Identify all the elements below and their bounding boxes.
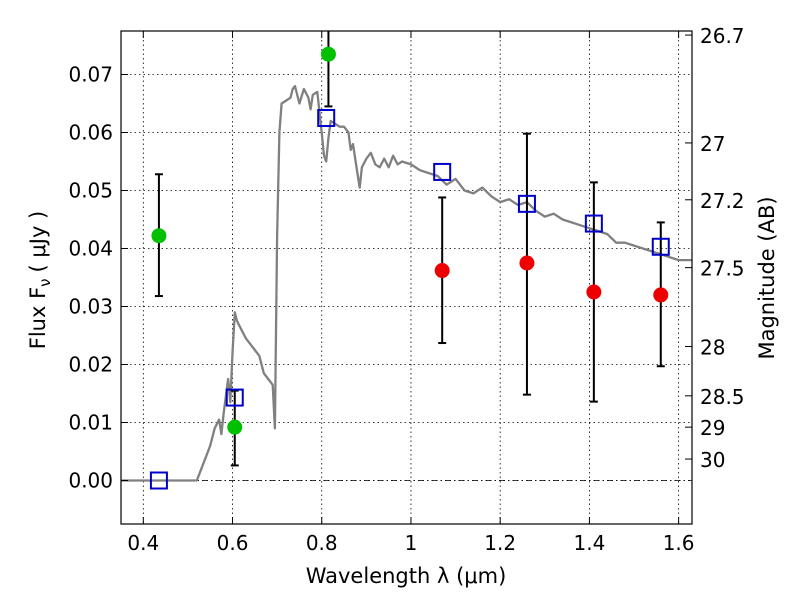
- y2-tick-label: 27.2: [700, 189, 745, 213]
- y-axis-label-main: Flux F: [26, 287, 50, 349]
- model-band-square: [517, 194, 536, 213]
- y-axis-label-subscript: ν: [36, 278, 54, 286]
- y2-tick-label: 27.5: [700, 257, 745, 281]
- observed-flux-point: [151, 228, 167, 244]
- plot-frame: [120, 30, 693, 525]
- y-tick-label: 0.03: [68, 295, 113, 319]
- x-tick-label: 0.8: [306, 531, 338, 555]
- model-band-square: [584, 214, 603, 233]
- y2-tick-label: 26.7: [700, 24, 745, 48]
- x-tick-label: 1.2: [484, 531, 516, 555]
- y-tick-label: 0.00: [68, 469, 113, 493]
- grid-lines: [121, 31, 692, 524]
- y2-tick-label: 30: [700, 448, 725, 472]
- model-band-square: [433, 162, 452, 181]
- y2-axis-label: Magnitude (AB): [755, 196, 779, 359]
- y-tick-label: 0.04: [68, 237, 113, 261]
- y-tick-label: 0.07: [68, 63, 113, 87]
- y-tick-label: 0.05: [68, 179, 113, 203]
- x-tick-label: 1.6: [663, 531, 695, 555]
- y2-tick-label: 27: [700, 132, 725, 156]
- model-band-square: [149, 471, 168, 490]
- y-tick-label: 0.01: [68, 411, 113, 435]
- y-axis-label-unit: ( μJy ): [26, 211, 50, 273]
- observed-flux-point: [227, 419, 243, 435]
- y-tick-label: 0.02: [68, 353, 113, 377]
- axis-ticks: 0.4 0.6 0.8 1 1.2 1.4 1.6 0.00 0.01 0.02 0.03 0.04 0…: [68, 24, 744, 555]
- x-tick-label: 1: [405, 531, 418, 555]
- observed-flux-point: [434, 263, 450, 279]
- observed-flux-point: [653, 287, 669, 303]
- model-band-square: [317, 109, 336, 127]
- model-band-square: [225, 388, 244, 407]
- y-tick-label: 0.06: [68, 121, 113, 145]
- y2-tick-label: 28.5: [700, 385, 745, 409]
- y2-tick-label: 28: [700, 336, 725, 360]
- model-band-square: [651, 237, 670, 256]
- data-series: [121, 31, 692, 490]
- x-tick-label: 1.4: [573, 531, 605, 555]
- y2-tick-label: 29: [700, 416, 725, 440]
- model-spectrum-line: [121, 84, 692, 482]
- x-axis-label: Wavelength λ (μm): [306, 564, 507, 588]
- observed-flux-point: [586, 284, 602, 300]
- x-tick-label: 0.4: [127, 531, 159, 555]
- observed-flux-point: [320, 46, 336, 62]
- x-tick-label: 0.6: [217, 531, 249, 555]
- y-axis-label: Flux Fν ( μJy ): [26, 211, 54, 350]
- observed-flux-point: [519, 255, 535, 271]
